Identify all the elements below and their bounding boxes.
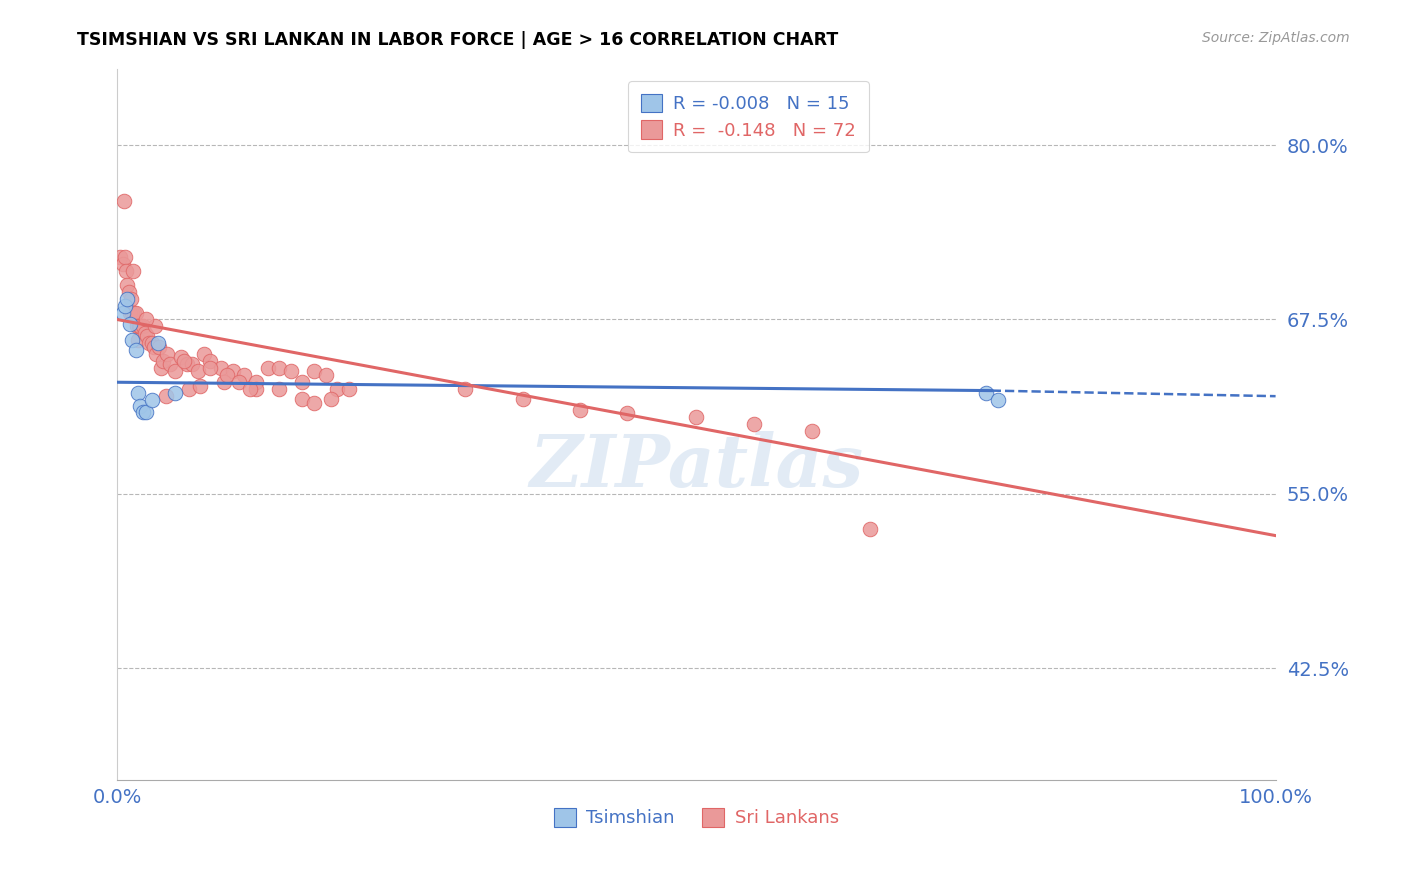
Point bbox=[114, 299, 136, 313]
Point bbox=[117, 285, 139, 299]
Point bbox=[110, 250, 132, 264]
Point bbox=[124, 305, 146, 319]
Point bbox=[212, 376, 235, 390]
Point bbox=[269, 382, 291, 396]
Point bbox=[138, 336, 160, 351]
Point bbox=[150, 361, 173, 376]
Point bbox=[233, 368, 256, 383]
Point bbox=[228, 376, 250, 390]
Point bbox=[118, 317, 141, 331]
Point bbox=[315, 368, 337, 383]
Point bbox=[801, 424, 824, 438]
Point bbox=[173, 354, 195, 368]
Point bbox=[291, 392, 314, 406]
Point bbox=[326, 382, 349, 396]
Point bbox=[176, 357, 198, 371]
Point bbox=[239, 382, 262, 396]
Text: ZIPatlas: ZIPatlas bbox=[529, 431, 863, 502]
Point bbox=[127, 334, 149, 348]
Point bbox=[198, 361, 221, 376]
Point bbox=[170, 350, 193, 364]
Point bbox=[302, 396, 325, 410]
Point bbox=[134, 326, 156, 341]
Point bbox=[245, 382, 267, 396]
Legend: Tsimshian, Sri Lankans: Tsimshian, Sri Lankans bbox=[547, 801, 846, 835]
Point bbox=[121, 334, 143, 348]
Point bbox=[143, 319, 166, 334]
Point bbox=[859, 522, 882, 536]
Point bbox=[141, 393, 163, 408]
Point bbox=[337, 382, 360, 396]
Point bbox=[127, 386, 149, 401]
Point bbox=[141, 336, 163, 351]
Point bbox=[135, 312, 157, 326]
Point bbox=[111, 305, 134, 319]
Point bbox=[302, 364, 325, 378]
Point bbox=[177, 382, 200, 396]
Point bbox=[217, 368, 239, 383]
Point bbox=[453, 382, 475, 396]
Point bbox=[321, 392, 343, 406]
Point bbox=[129, 319, 152, 334]
Point bbox=[148, 340, 170, 354]
Point bbox=[128, 319, 150, 334]
Point bbox=[136, 329, 159, 343]
Point bbox=[512, 392, 534, 406]
Point bbox=[163, 386, 186, 401]
Point bbox=[120, 292, 142, 306]
Point bbox=[280, 364, 302, 378]
Point bbox=[181, 357, 204, 371]
Point bbox=[111, 257, 134, 271]
Point bbox=[145, 347, 167, 361]
Point bbox=[742, 417, 765, 431]
Point bbox=[152, 354, 174, 368]
Point bbox=[122, 263, 145, 277]
Point bbox=[146, 336, 169, 351]
Point bbox=[125, 319, 148, 334]
Point bbox=[115, 263, 138, 277]
Point bbox=[685, 410, 707, 425]
Point bbox=[245, 376, 267, 390]
Point bbox=[114, 250, 136, 264]
Point bbox=[986, 393, 1008, 408]
Point bbox=[117, 292, 139, 306]
Point bbox=[269, 361, 291, 376]
Point bbox=[124, 343, 146, 358]
Point bbox=[159, 357, 181, 371]
Point bbox=[124, 305, 146, 319]
Point bbox=[187, 364, 209, 378]
Point bbox=[118, 305, 141, 319]
Point bbox=[112, 194, 135, 208]
Point bbox=[190, 379, 212, 393]
Point bbox=[616, 406, 638, 420]
Point bbox=[198, 354, 221, 368]
Point bbox=[209, 361, 232, 376]
Text: Source: ZipAtlas.com: Source: ZipAtlas.com bbox=[1202, 31, 1350, 45]
Point bbox=[974, 386, 997, 401]
Point bbox=[121, 305, 143, 319]
Point bbox=[222, 364, 245, 378]
Point bbox=[135, 404, 157, 418]
Point bbox=[291, 376, 314, 390]
Point bbox=[129, 399, 152, 413]
Point bbox=[156, 347, 179, 361]
Text: TSIMSHIAN VS SRI LANKAN IN LABOR FORCE | AGE > 16 CORRELATION CHART: TSIMSHIAN VS SRI LANKAN IN LABOR FORCE |… bbox=[77, 31, 838, 49]
Point bbox=[163, 364, 186, 378]
Point bbox=[117, 277, 139, 292]
Point bbox=[131, 404, 153, 418]
Point bbox=[143, 340, 166, 354]
Point bbox=[569, 403, 592, 417]
Point bbox=[256, 361, 278, 376]
Point bbox=[193, 347, 215, 361]
Point bbox=[131, 319, 153, 334]
Point bbox=[155, 389, 177, 403]
